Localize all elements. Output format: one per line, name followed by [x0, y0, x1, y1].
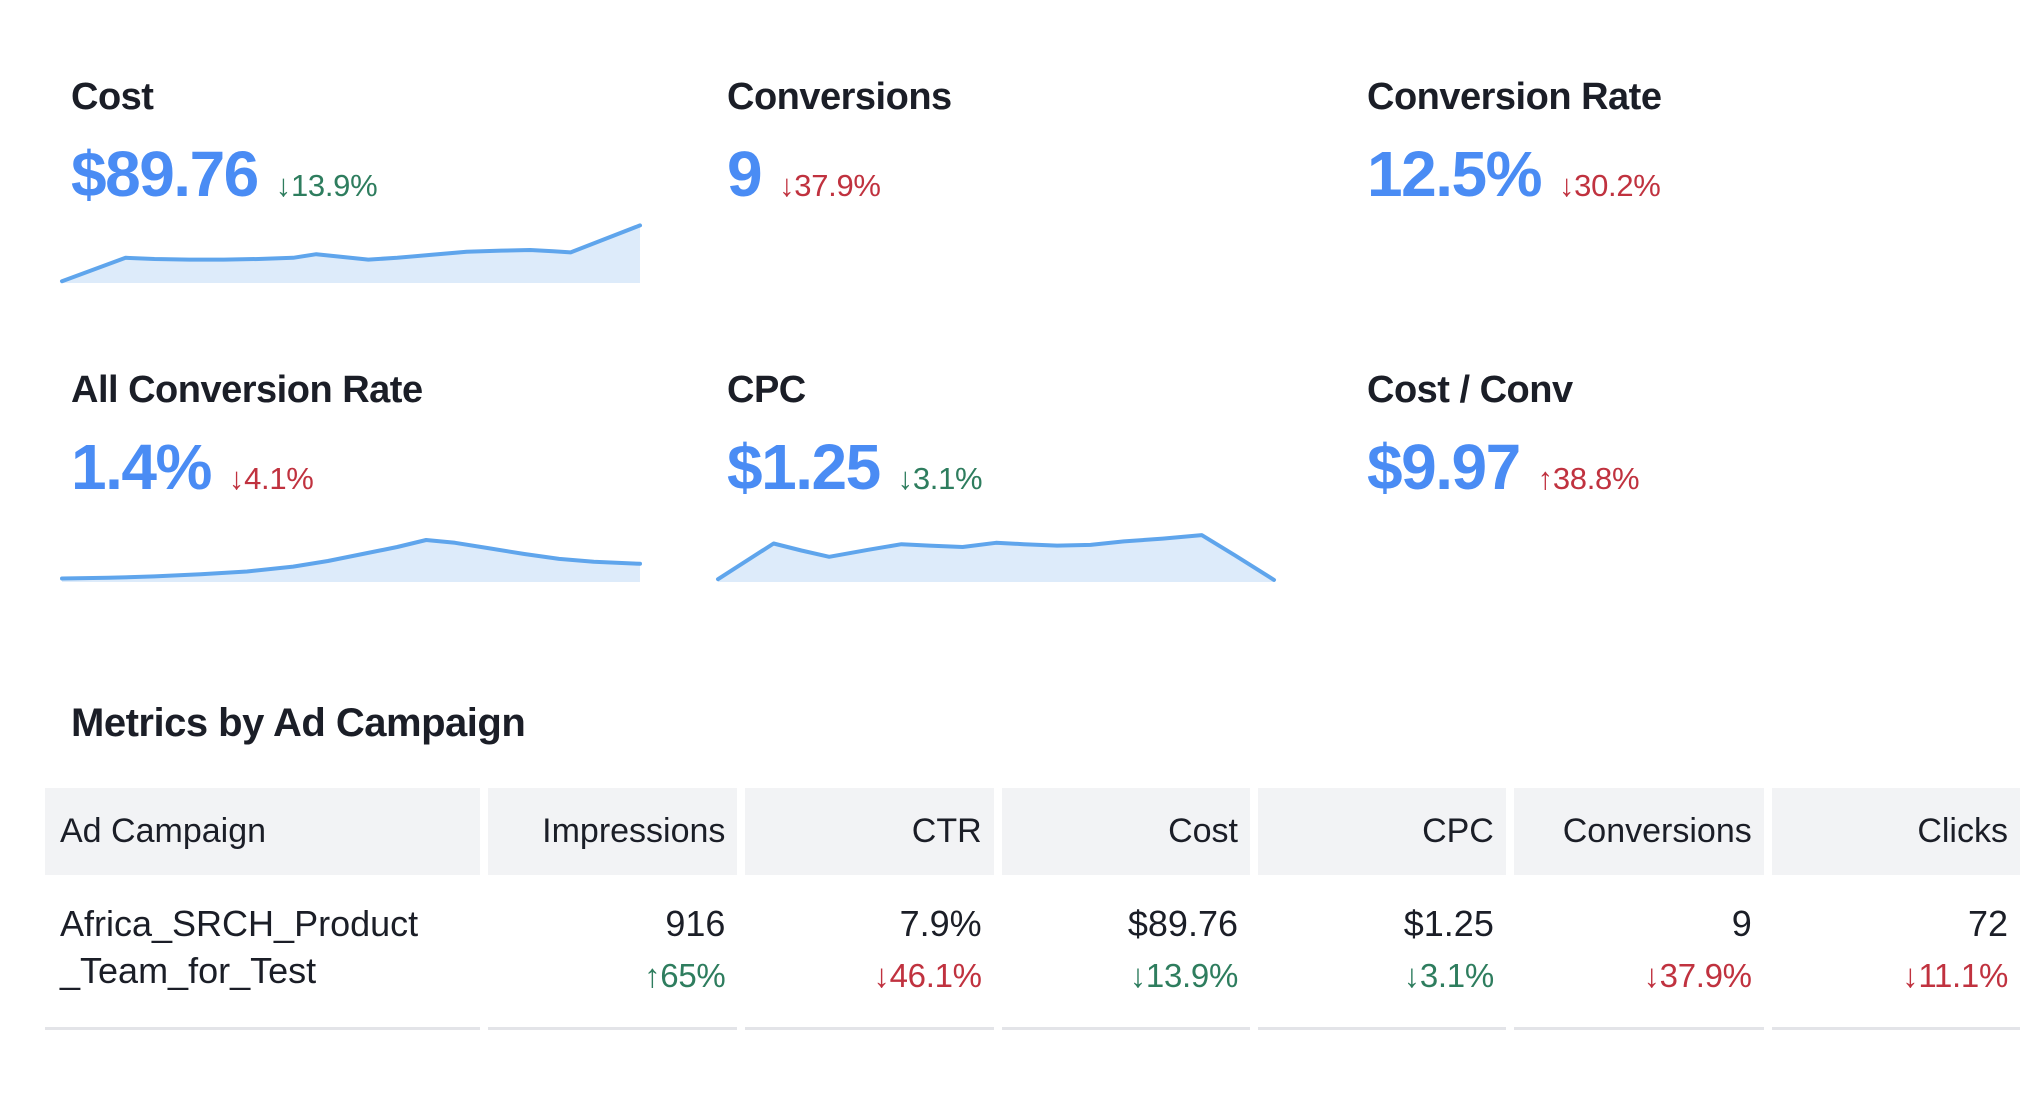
metrics-table-body: Africa_SRCH_Product _Team_for_Test 916 ↑…	[45, 875, 2020, 1031]
cell-delta: ↓13.9%	[1129, 956, 1239, 994]
column-header-ad-campaign: Ad Campaign	[45, 787, 480, 875]
cell-value: 7.9%	[899, 902, 982, 944]
cost-cell: $89.76 ↓13.9%	[1001, 875, 1250, 1031]
kpi-value-row: 9 ↓37.9%	[718, 142, 1358, 206]
conversions-cell: 9 ↓37.9%	[1513, 875, 1764, 1031]
all-conversion-rate-sparkline-chart	[62, 512, 640, 582]
cell-delta: ↓37.9%	[1643, 956, 1752, 994]
column-header-impressions: Impressions	[487, 787, 738, 875]
metrics-table: Ad Campaign Impressions CTR Cost CPC Con…	[37, 787, 2028, 1031]
section-heading-metrics-by-ad-campaign: Metrics by Ad Campaign	[71, 700, 526, 745]
kpi-card-conversion-rate: Conversion Rate 12.5% ↓30.2%	[1358, 76, 1978, 283]
kpi-delta: ↓30.2%	[1558, 167, 1661, 203]
kpi-cards-row-2: All Conversion Rate 1.4% ↓4.1% CPC $1.25…	[0, 368, 2028, 582]
campaign-name-line: Africa_SRCH_Product	[60, 902, 419, 944]
kpi-value-row: 1.4% ↓4.1%	[62, 435, 718, 499]
cell-delta: ↓46.1%	[873, 956, 982, 994]
kpi-card-cost: Cost $89.76 ↓13.9%	[62, 76, 718, 283]
kpi-value: $89.76	[71, 137, 259, 210]
cell-value: $1.25	[1403, 902, 1494, 944]
kpi-title: Conversion Rate	[1367, 76, 1662, 118]
column-header-conversions: Conversions	[1513, 787, 1764, 875]
cell-delta: ↓11.1%	[1902, 956, 2008, 994]
header-row: Ad Campaign Impressions CTR Cost CPC Con…	[45, 787, 2020, 875]
kpi-delta: ↓13.9%	[275, 167, 378, 203]
kpi-value: $1.25	[727, 430, 881, 503]
kpi-title: Cost / Conv	[1367, 368, 1573, 411]
column-header-cpc: CPC	[1258, 787, 1506, 875]
campaign-name-line: _Team_for_Test	[60, 949, 317, 991]
kpi-card-cost-per-conv: Cost / Conv $9.97 ↑38.8%	[1358, 368, 1978, 582]
kpi-value: 1.4%	[71, 430, 212, 503]
cell-delta: ↑65%	[644, 956, 726, 994]
kpi-value-row: $9.97 ↑38.8%	[1358, 435, 1978, 499]
cpc-cell: $1.25 ↓3.1%	[1258, 875, 1506, 1031]
kpi-value: 9	[727, 137, 763, 210]
kpi-card-conversions: Conversions 9 ↓37.9%	[718, 76, 1358, 283]
clicks-cell: 72 ↓11.1%	[1771, 875, 2020, 1031]
table-row-africa-srch: Africa_SRCH_Product _Team_for_Test 916 ↑…	[45, 875, 2020, 1031]
campaign-name-cell: Africa_SRCH_Product _Team_for_Test	[45, 875, 480, 1031]
cost-sparkline-chart	[62, 223, 640, 283]
cell-value: 916	[665, 902, 726, 944]
kpi-value: 12.5%	[1367, 137, 1542, 210]
kpi-value-row: $89.76 ↓13.9%	[62, 142, 718, 206]
column-header-clicks: Clicks	[1771, 787, 2020, 875]
kpi-delta: ↑38.8%	[1537, 460, 1640, 496]
kpi-title: Cost	[71, 76, 154, 118]
impressions-cell: 916 ↑65%	[487, 875, 738, 1031]
cell-value: 72	[1967, 902, 2008, 944]
cpc-sparkline-chart	[718, 512, 1274, 582]
column-header-cost: Cost	[1001, 787, 1250, 875]
kpi-delta: ↓37.9%	[779, 167, 881, 203]
cell-value: 9	[1731, 902, 1752, 944]
kpi-value-row: $1.25 ↓3.1%	[718, 435, 1358, 499]
ctr-cell: 7.9% ↓46.1%	[745, 875, 994, 1031]
column-header-ctr: CTR	[745, 787, 994, 875]
kpi-card-all-conversion-rate: All Conversion Rate 1.4% ↓4.1%	[62, 368, 718, 582]
cell-value: $89.76	[1127, 902, 1238, 944]
kpi-delta: ↓4.1%	[228, 460, 314, 496]
kpi-title: CPC	[727, 368, 806, 411]
cell-delta: ↓3.1%	[1403, 956, 1495, 994]
kpi-cards-row-1: Cost $89.76 ↓13.9% Conversions 9 ↓37.9% …	[0, 76, 2028, 283]
kpi-title: All Conversion Rate	[71, 368, 423, 411]
kpi-title: Conversions	[727, 76, 952, 118]
kpi-value: $9.97	[1367, 430, 1521, 503]
kpi-delta: ↓3.1%	[897, 460, 983, 496]
metrics-table-header: Ad Campaign Impressions CTR Cost CPC Con…	[45, 787, 2020, 875]
kpi-card-cpc: CPC $1.25 ↓3.1%	[718, 368, 1358, 582]
dashboard-page: Cost $89.76 ↓13.9% Conversions 9 ↓37.9% …	[0, 76, 2028, 1031]
kpi-value-row: 12.5% ↓30.2%	[1358, 142, 1978, 206]
